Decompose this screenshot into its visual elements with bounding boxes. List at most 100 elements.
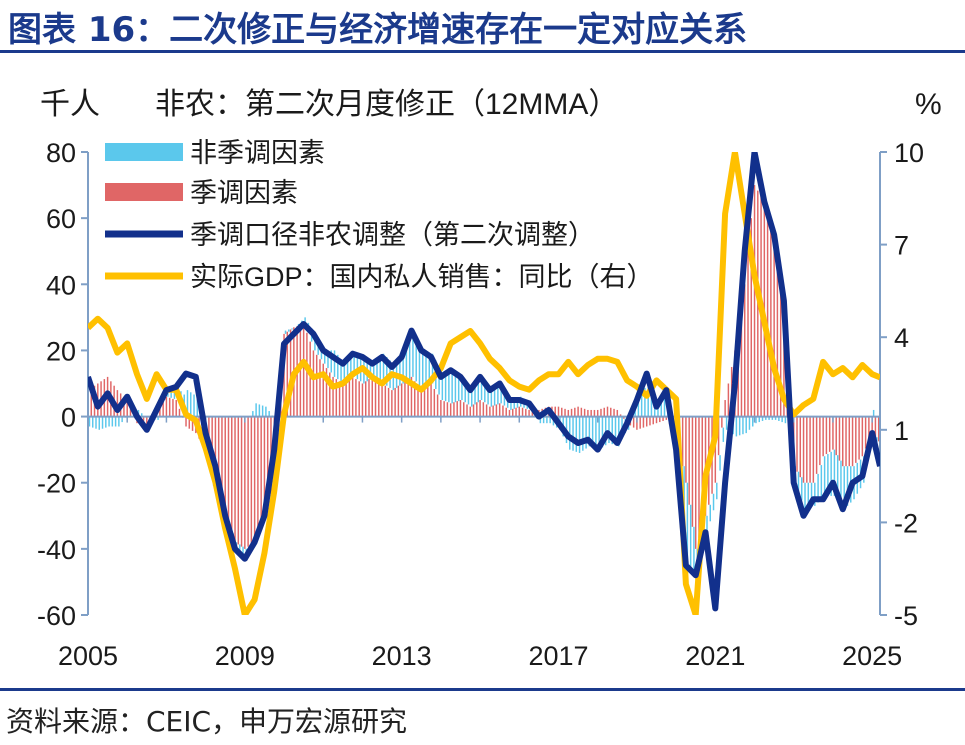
bar-non-seasonal [471,390,473,407]
legend-swatch-seasonal [105,183,183,201]
bar-non-seasonal [428,352,431,386]
bar-seasonal [266,416,269,505]
bar-seasonal [234,416,236,543]
bar-non-seasonal [467,385,470,405]
bar-seasonal [825,416,828,455]
bar-seasonal [309,341,311,417]
bar-seasonal [851,416,854,467]
bar-seasonal [822,416,824,457]
bar-non-seasonal [402,353,404,384]
bar-seasonal [619,414,622,417]
bar-seasonal [796,416,798,472]
bar-seasonal [116,390,119,417]
bar-seasonal [172,398,174,417]
bar-seasonal [616,409,619,417]
right-unit-label: % [915,88,942,121]
bar-seasonal [740,306,743,417]
bar-seasonal [508,409,511,417]
bar-seasonal [766,212,769,417]
bar-non-seasonal [781,416,783,423]
bar-non-seasonal [98,416,101,430]
bar-non-seasonal [644,387,646,417]
bar-non-seasonal [827,454,829,496]
bar-seasonal [345,381,347,417]
bar-non-seasonal [350,357,352,380]
bar-seasonal [877,416,880,442]
bar-non-seasonal [242,546,244,557]
bar-non-seasonal [239,544,241,555]
right-tick-label: -5 [894,601,918,631]
bar-non-seasonal [820,465,823,500]
bar-non-seasonal [340,359,342,382]
legend-label-non-seasonal: 非季调因素 [190,138,325,168]
bar-seasonal [332,376,334,417]
source-note: 资料来源：CEIC，申万宏源研究 [6,705,408,738]
bar-seasonal [636,416,638,430]
bar-seasonal [374,379,377,417]
bar-non-seasonal [876,437,878,442]
bar-non-seasonal [457,374,460,402]
bar-non-seasonal [431,353,434,384]
bar-non-seasonal [637,396,640,417]
left-tick-label: 40 [46,270,76,300]
bar-seasonal [848,416,851,467]
bar-non-seasonal [752,416,754,427]
bar-non-seasonal [346,360,349,382]
bar-non-seasonal [461,376,463,401]
bar-non-seasonal [712,493,715,511]
bar-non-seasonal [719,455,721,471]
bar-seasonal [417,385,419,417]
bar-seasonal [498,403,501,417]
bar-seasonal [531,409,534,417]
bar-non-seasonal [608,416,610,444]
bar-seasonal [325,368,328,417]
bar-seasonal [845,416,847,467]
bar-non-seasonal [444,372,447,402]
x-tick-label: 2017 [528,641,588,671]
bar-seasonal [247,416,249,547]
bar-seasonal [381,383,383,417]
left-tick-label: 20 [46,336,76,366]
bar-seasonal [512,408,514,417]
bar-non-seasonal [689,504,692,569]
bar-seasonal [642,416,645,428]
bar-seasonal [645,416,648,427]
bar-seasonal [606,406,609,417]
bar-non-seasonal [722,427,725,442]
bar-seasonal [802,416,805,483]
bar-seasonal [662,416,664,421]
bar-seasonal [123,396,125,417]
bar-seasonal [175,400,177,417]
bar-non-seasonal [333,350,336,377]
bar-seasonal [479,400,481,417]
bar-non-seasonal [170,389,172,398]
bar-non-seasonal [386,357,388,386]
bar-seasonal [231,416,233,534]
bar-seasonal [776,262,779,417]
bar-seasonal [518,406,521,417]
x-tick-label: 2009 [215,641,275,671]
bar-seasonal [335,379,338,417]
bar-seasonal [515,407,517,417]
bar-seasonal [868,416,870,441]
left-unit-label: 千人 [40,88,100,121]
bar-seasonal [306,332,308,417]
bar-non-seasonal [549,416,551,424]
bar-non-seasonal [846,466,849,506]
bar-non-seasonal [157,416,159,420]
bar-seasonal [423,387,426,417]
bar-seasonal [652,416,654,425]
bar-seasonal [561,407,563,417]
bar-seasonal [329,372,331,417]
bar-non-seasonal [487,386,489,405]
bar-non-seasonal [186,390,189,417]
bar-seasonal [322,363,324,417]
bar-non-seasonal [252,411,254,417]
bar-seasonal [263,416,266,516]
bar-non-seasonal [686,482,689,566]
bar-non-seasonal [343,363,346,384]
bar-seasonal [427,385,429,417]
left-tick-label: -40 [37,535,76,565]
left-tick-label: 0 [61,403,76,433]
bar-seasonal [639,416,641,429]
